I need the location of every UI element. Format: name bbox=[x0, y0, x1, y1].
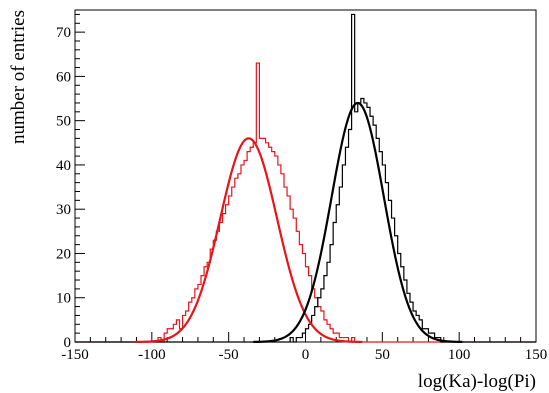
y-tick-label: 20 bbox=[56, 246, 71, 262]
plot-area bbox=[74, 9, 537, 343]
series-layer bbox=[75, 13, 536, 344]
y-tick-label: 30 bbox=[56, 202, 71, 218]
x-tick-label: -100 bbox=[138, 347, 166, 363]
fit-curve-2 bbox=[134, 137, 363, 344]
x-tick-label: 100 bbox=[448, 347, 471, 363]
x-tick-label: -150 bbox=[61, 347, 89, 363]
x-tick-label: 0 bbox=[302, 347, 310, 363]
y-tick-label: 40 bbox=[56, 158, 71, 174]
y-tick-label: 50 bbox=[56, 114, 71, 130]
y-tick-label: 0 bbox=[64, 335, 72, 351]
plot-frame bbox=[74, 9, 537, 343]
fit-curve-3 bbox=[253, 101, 463, 344]
axes: -150 -100 -50 0 50 100 150 0 10 20 30 40 50 60 70 bbox=[56, 13, 548, 363]
y-axis-title: number of entries bbox=[8, 10, 29, 144]
y-tick-label: 60 bbox=[56, 69, 71, 85]
x-tick-label: 150 bbox=[525, 347, 548, 363]
x-tick-label: -50 bbox=[219, 347, 239, 363]
x-tick-label: 50 bbox=[375, 347, 390, 363]
histogram-series-1 bbox=[75, 13, 536, 343]
y-tick-label: 70 bbox=[56, 25, 71, 41]
x-axis-title: log(Ka)-log(Pi) bbox=[418, 371, 536, 392]
y-tick-label: 10 bbox=[56, 291, 71, 307]
